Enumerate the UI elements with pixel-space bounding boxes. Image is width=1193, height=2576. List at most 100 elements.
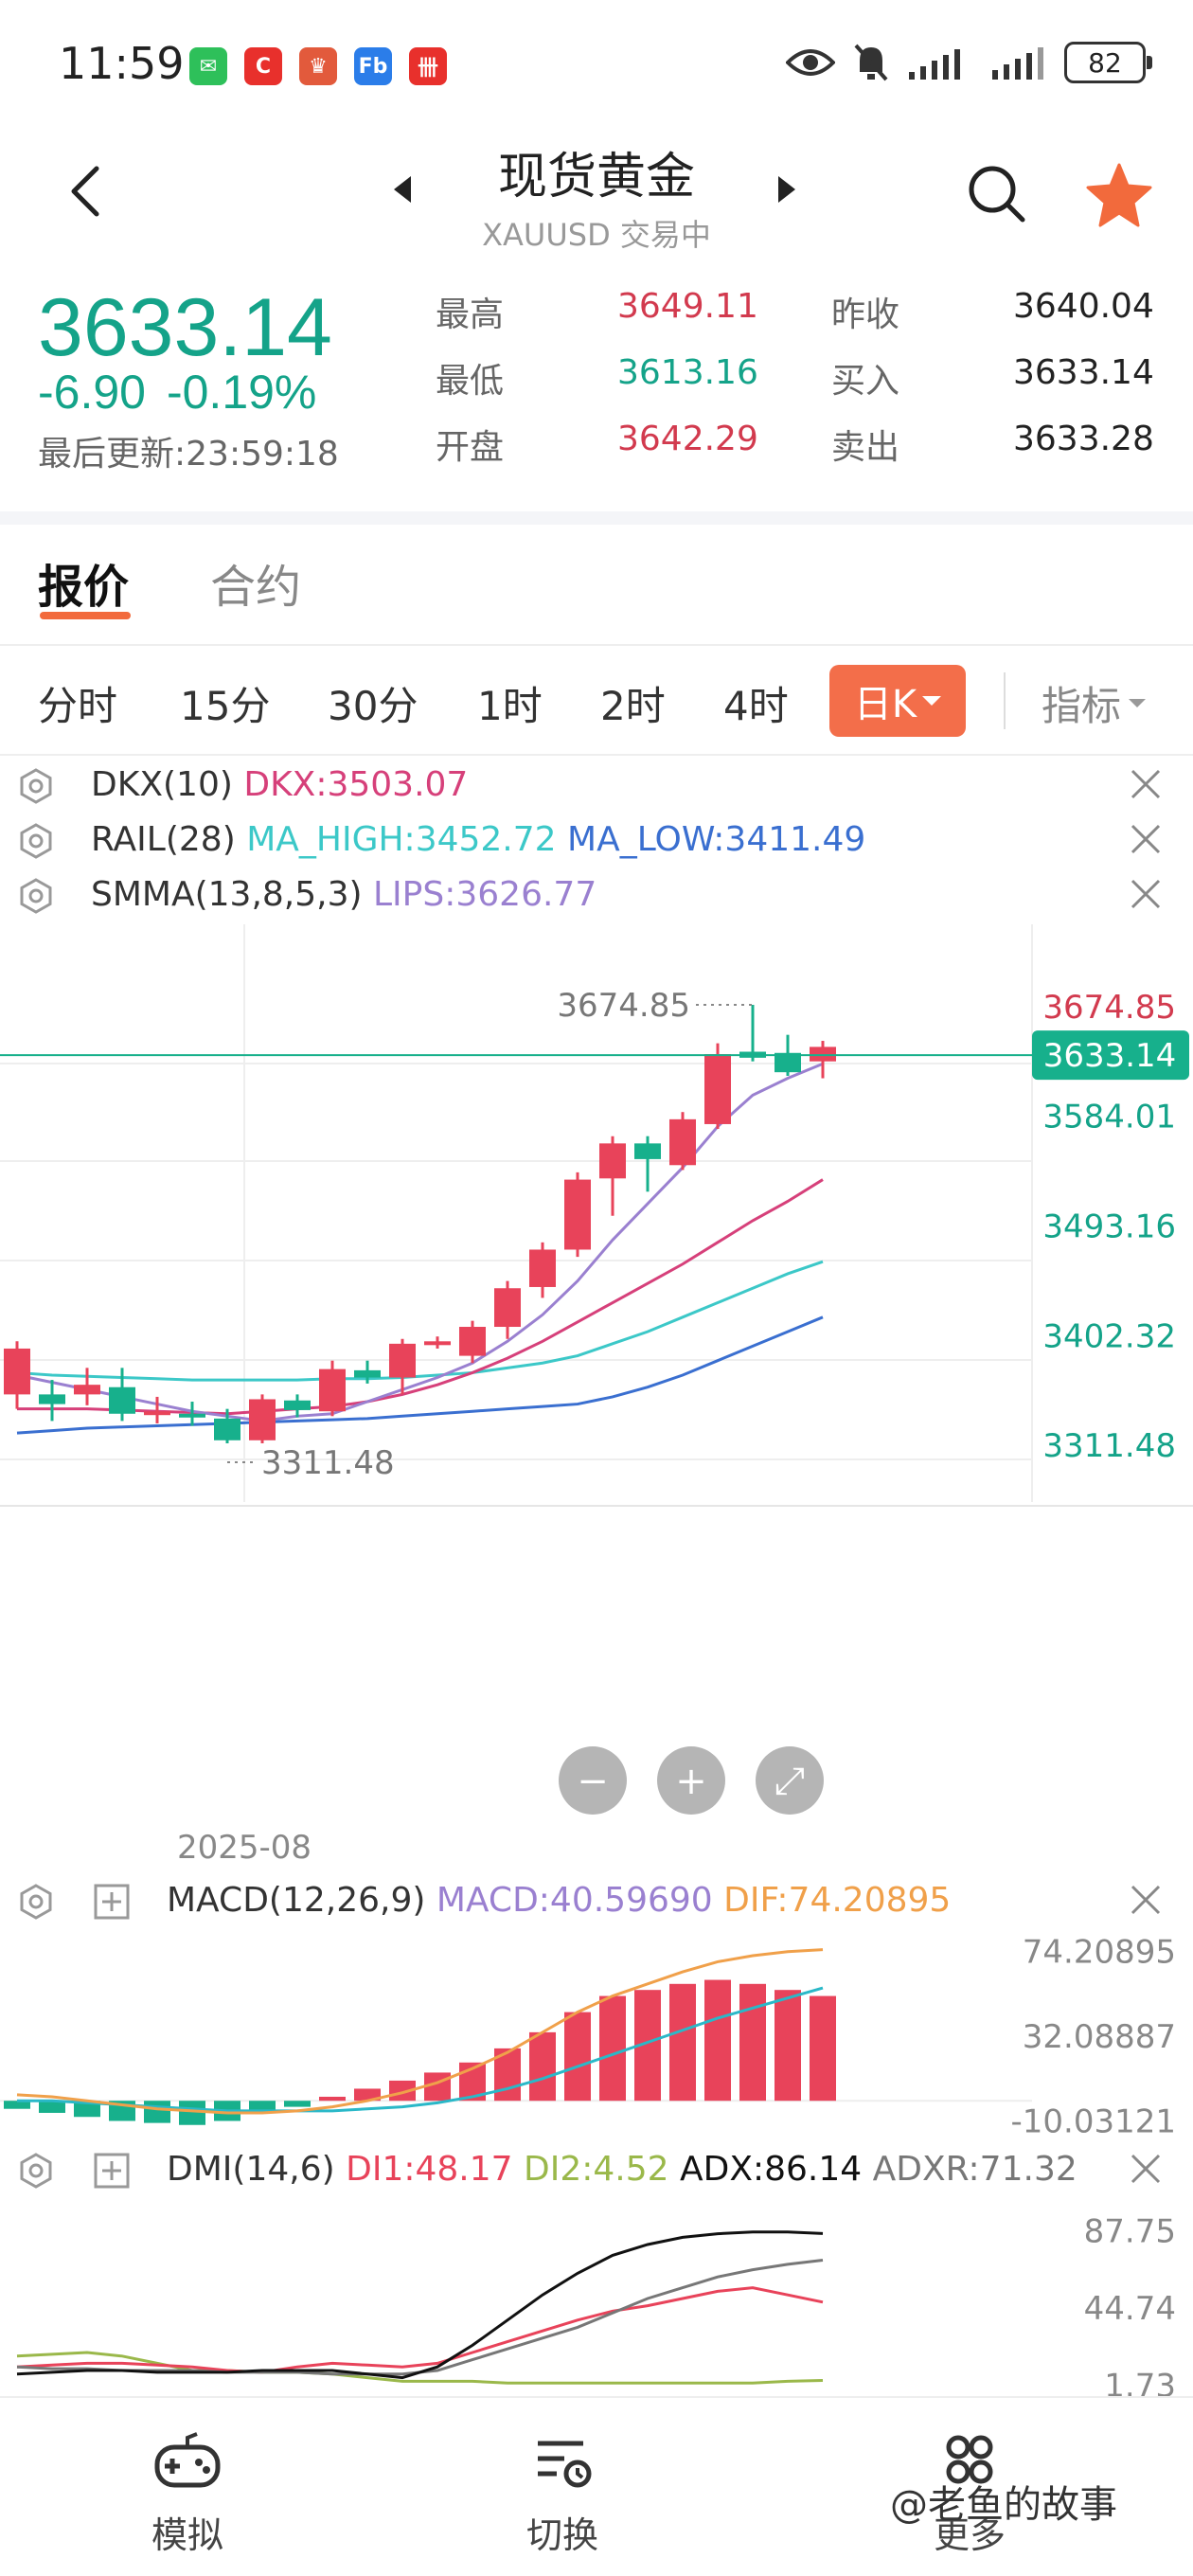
rail-low-value: MA_LOW:3411.49 (567, 820, 866, 859)
macd-bar (74, 2101, 100, 2118)
macd-axis-label: 74.20895 (1023, 1933, 1176, 1971)
macd-value: MACD:40.59690 (436, 1881, 713, 1920)
change-percent: -0.19% (166, 366, 317, 419)
search-icon[interactable] (964, 161, 1030, 227)
candle-body (74, 1385, 100, 1395)
price-change: -6.90 -0.19% (38, 365, 337, 420)
candle-body (249, 1399, 276, 1440)
add-indicator-icon[interactable] (93, 2152, 131, 2190)
close-icon[interactable] (1127, 875, 1165, 913)
fb-app-icon: Fb (354, 47, 392, 85)
high-value: 3649.11 (617, 287, 758, 326)
macd-bar (179, 2101, 205, 2125)
macd-header: MACD(12,26,9) MACD:40.59690 DIF:74.20895 (0, 1873, 1193, 1928)
bid-value: 3633.14 (1013, 353, 1154, 392)
candle-body (704, 1054, 731, 1124)
zoom-out-button-glyph: − (577, 1760, 609, 1803)
prev-instrument-button[interactable] (394, 176, 411, 203)
page-subtitle: XAUUSD 交易中 (482, 217, 711, 253)
dmi-chart: 87.75 44.74 1.73 (16, 2212, 1176, 2396)
candlestick-chart[interactable]: 3674.85 3584.01 3493.16 3402.32 3311.48 3633.… (0, 924, 1193, 1871)
period-15m[interactable]: 15分 (180, 683, 271, 729)
quote-panel: 3633.14 -6.90 -0.19% 最后更新:23:59:18 最高 364… (0, 260, 1193, 511)
nav-simulate[interactable]: 模拟 (102, 2430, 273, 2558)
nav-switch[interactable]: 切换 (477, 2430, 648, 2558)
bid-label: 买入 (831, 362, 900, 401)
section-divider (0, 511, 1193, 525)
dkx-line (17, 1178, 824, 1416)
rail-legend: RAIL(28) MA_HIGH:3452.72 MA_LOW:3411.49 (91, 820, 865, 859)
nav-more[interactable]: 更多 (884, 2430, 1055, 2558)
settings-icon[interactable] (17, 2152, 55, 2190)
red-app-icon: 卌 (409, 47, 447, 85)
overlay-row-dkx: DKX(10) DKX:3503.07 (0, 758, 1193, 813)
low-value: 3613.16 (617, 353, 758, 392)
dkx-value: DKX:3503.07 (243, 765, 469, 804)
current-price-tag (1032, 1030, 1189, 1081)
period-daily-label: 日K (853, 683, 917, 726)
battery-indicator: 82 (1064, 42, 1152, 83)
dmi-name: DMI(14,6) (167, 2150, 335, 2189)
candle-body (424, 1341, 451, 1346)
add-indicator-icon[interactable] (93, 1883, 131, 1921)
zoom-in-button[interactable] (657, 1746, 725, 1815)
macd-bar (739, 1983, 766, 2102)
dmi-axis-label: 87.75 (1084, 2212, 1176, 2250)
adxr-value: ADXR:71.32 (872, 2150, 1077, 2189)
prev-close-label: 昨收 (831, 295, 900, 334)
settings-icon[interactable] (17, 1883, 55, 1921)
period-30m[interactable]: 30分 (328, 683, 418, 729)
status-time: 11:59 (59, 38, 185, 89)
tab-bar: 报价 合约 (0, 525, 1193, 646)
back-button[interactable] (62, 163, 110, 220)
smma-name: SMMA(13,8,5,3) (91, 875, 363, 914)
indicator-dropdown[interactable]: 指标 (1042, 674, 1147, 732)
candle-body (529, 1249, 556, 1287)
candle-body (144, 1411, 170, 1416)
period-1h[interactable]: 1时 (477, 683, 543, 729)
period-4h[interactable]: 4时 (723, 683, 789, 729)
next-instrument-button[interactable] (778, 176, 795, 203)
wechat-app-icon: ✉ (189, 47, 227, 85)
nav-more-label: 更多 (933, 2514, 1006, 2556)
candle-body (179, 1413, 205, 1418)
close-icon[interactable] (1127, 820, 1165, 858)
page-header: 现货黄金 XAUUSD 交易中 (0, 133, 1193, 256)
settings-icon[interactable] (17, 877, 55, 915)
candle-body (319, 1368, 346, 1412)
c-app-icon: C (244, 47, 282, 85)
period-2h[interactable]: 2时 (600, 683, 666, 729)
macd-chart: 74.20895 32.08887 -10.03121 (0, 1933, 1176, 2141)
macd-bar (4, 2101, 30, 2109)
tab-contract[interactable]: 合约 (210, 561, 302, 614)
price-axis-label: 3493.16 (1042, 1208, 1176, 1246)
active-tab-indicator (40, 612, 131, 619)
period-timeshare[interactable]: 分时 (38, 683, 118, 729)
macd-axis-label: 32.08887 (1023, 2018, 1176, 2056)
chevron-down-icon (922, 696, 942, 706)
settings-icon[interactable] (17, 767, 55, 805)
ask-label: 卖出 (831, 428, 900, 467)
candle-body (354, 1369, 381, 1378)
fullscreen-button[interactable] (756, 1746, 824, 1815)
close-icon[interactable] (1127, 2150, 1165, 2188)
close-icon[interactable] (1127, 765, 1165, 803)
page-title: 现货黄金 (497, 149, 695, 206)
open-label: 开盘 (436, 428, 505, 467)
dmi-legend: DMI(14,6) DI1:48.17 DI2:4.52 ADX:86.14 A… (167, 2150, 1077, 2189)
candle-body (599, 1143, 626, 1179)
star-favorite-icon[interactable] (1083, 159, 1155, 231)
candle-body (775, 1052, 801, 1073)
period-daily[interactable]: 日K (829, 665, 966, 737)
title-block: 现货黄金 XAUUSD 交易中 (0, 133, 1193, 255)
macd-bar (389, 2080, 416, 2102)
macd-bar (144, 2101, 170, 2123)
zoom-out-button[interactable] (559, 1746, 627, 1815)
price-axis-label: 3584.01 (1042, 1099, 1176, 1136)
close-icon[interactable] (1127, 1881, 1165, 1919)
settings-icon[interactable] (17, 822, 55, 860)
high-label: 最高 (436, 295, 505, 334)
tab-quote[interactable]: 报价 (38, 561, 130, 614)
more-grid-icon (946, 2435, 993, 2484)
status-bar: 11:59 ✉ C ♛ Fb 卌 82 (0, 0, 1193, 133)
